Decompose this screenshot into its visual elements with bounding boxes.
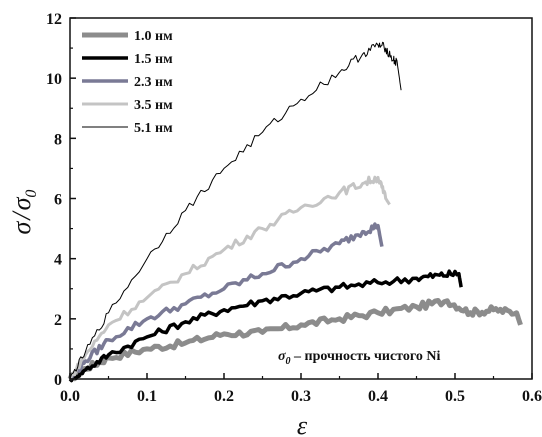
y-axis-title-sigma: σ: [7, 220, 36, 234]
x-tick-label: 0.3: [291, 388, 311, 405]
legend-label-5: 5.1 нм: [134, 121, 173, 136]
y-axis-title: σ/σ0: [7, 190, 40, 235]
x-tick-label: 0.5: [445, 388, 465, 405]
x-tick-label: 0.4: [368, 388, 388, 405]
y-tick-label: 6: [54, 192, 62, 209]
x-tick-label: 0.0: [60, 388, 80, 405]
y-tick-label: 0: [54, 372, 62, 389]
series-line-5: [69, 41, 402, 380]
y-tick-label: 2: [54, 312, 62, 329]
y-axis-title-sigma-base: σ: [7, 196, 36, 210]
series-line-3: [69, 222, 384, 381]
ticks-layer: 0.0 0.1 0.2 0.3 0.4 0.5 0.6 0 2 4 6 8 10 12: [46, 11, 542, 405]
annotation-note: σ0 – прочность чистого Ni: [278, 349, 440, 367]
note-subscript: 0: [286, 356, 291, 367]
x-tick-label: 0.6: [522, 388, 542, 405]
y-tick-label: 12: [46, 11, 62, 28]
y-tick-label: 4: [54, 252, 62, 269]
legend-label-4: 3.5 нм: [134, 98, 173, 113]
legend-label-2: 1.5 нм: [134, 52, 173, 67]
legend-label-1: 1.0 нм: [134, 29, 173, 44]
legend-label-3: 2.3 нм: [134, 75, 173, 90]
y-tick-label: 10: [46, 71, 62, 88]
y-axis-title-slash: /: [7, 210, 36, 222]
y-axis-title-subscript: 0: [23, 190, 40, 198]
series-line-1: [67, 298, 523, 382]
x-tick-label: 0.2: [214, 388, 234, 405]
x-tick-label: 0.1: [137, 388, 157, 405]
series-layer: [67, 41, 523, 383]
legend: 1.0 нм 1.5 нм 2.3 нм 3.5 нм 5.1 нм: [82, 29, 173, 136]
note-sigma: σ: [278, 349, 286, 364]
x-axis-title: ε: [297, 411, 308, 437]
series-line-4: [68, 175, 391, 380]
y-tick-label: 8: [54, 131, 62, 148]
series-line-2: [68, 269, 463, 383]
note-text: – прочность чистого Ni: [291, 349, 441, 364]
